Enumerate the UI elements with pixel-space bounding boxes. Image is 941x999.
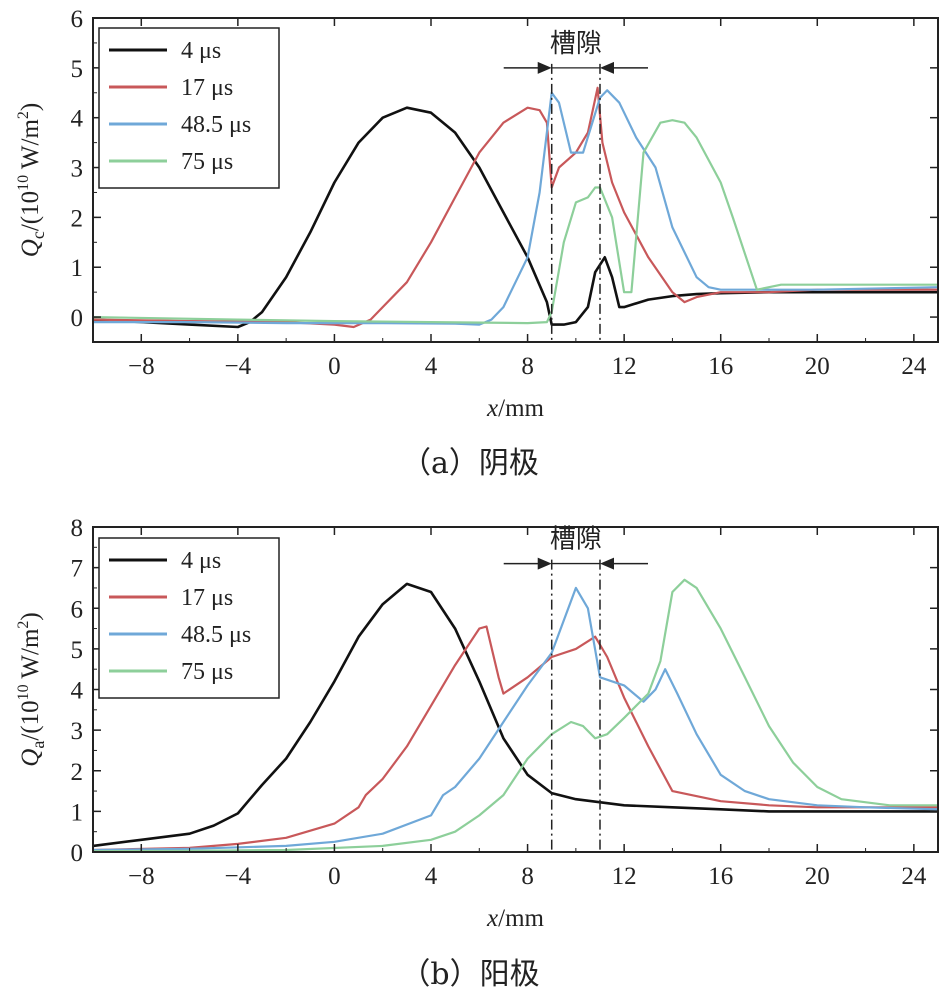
gap-annotation: 槽隙 xyxy=(503,525,648,852)
y-tick-label: 6 xyxy=(71,596,84,623)
legend-label-75us: 75 μs xyxy=(181,659,233,685)
x-tick-label: 4 xyxy=(425,863,438,890)
gap-annotation: 槽隙 xyxy=(503,29,648,342)
legend-label-4us: 4 μs xyxy=(181,38,221,64)
y-tick-label: 7 xyxy=(71,556,84,583)
y-axis-title-q: Q xyxy=(17,239,44,257)
gap-left-arrowhead xyxy=(537,61,552,74)
y-axis-title-sq: 2 xyxy=(15,111,32,119)
x-tick-label: −4 xyxy=(225,863,252,890)
gap-label: 槽隙 xyxy=(550,29,602,59)
y-axis-title-exp: 10 xyxy=(15,175,32,191)
y-axis-title: Qa/(1010 W/m2) xyxy=(15,612,48,766)
y-tick-label: 5 xyxy=(71,56,84,83)
x-tick-label: 0 xyxy=(328,353,341,380)
legend-label-48-5us: 48.5 μs xyxy=(181,622,251,648)
y-axis-title-rest: /(10 xyxy=(17,191,44,231)
series-line-75-us xyxy=(92,119,938,325)
x-axis-title-unit: /mm xyxy=(498,905,544,932)
y-tick-label: 2 xyxy=(71,759,84,786)
series-layer xyxy=(92,86,939,329)
gap-left-arrowhead xyxy=(537,557,552,570)
series-line-48-5-us xyxy=(93,89,939,326)
x-axis-title-var: x xyxy=(486,905,498,932)
y-tick-label: 4 xyxy=(71,106,84,133)
y-tick-label: 1 xyxy=(71,799,84,826)
y-tick-label: 8 xyxy=(71,515,84,542)
panel-caption: （a）阴极 xyxy=(401,446,539,481)
series-line-17-us xyxy=(92,625,938,852)
x-tick-label: 16 xyxy=(708,863,733,890)
series-line-48-5-us xyxy=(92,586,939,852)
x-tick-label: 0 xyxy=(328,863,341,890)
y-axis-title-rest: /(10 xyxy=(17,700,44,740)
series-layer xyxy=(92,578,939,853)
plot-frame xyxy=(92,17,939,343)
y-axis-title-close: ) xyxy=(17,612,44,620)
x-axis-title: x/mm xyxy=(486,905,545,932)
legend-label-48-5us: 48.5 μs xyxy=(181,112,251,138)
y-tick-label: 2 xyxy=(71,205,84,232)
series-line-4-us xyxy=(92,582,938,848)
x-axis-title-var: x xyxy=(486,395,498,422)
y-axis-title-q: Q xyxy=(17,749,44,767)
y-tick-label: 0 xyxy=(71,305,84,332)
legend-label-4us: 4 μs xyxy=(181,548,221,574)
x-tick-label: 8 xyxy=(521,863,534,890)
x-tick-label: 20 xyxy=(805,353,830,380)
y-axis-title-close: ) xyxy=(17,103,44,111)
x-tick-label: 12 xyxy=(612,863,637,890)
x-tick-label: 24 xyxy=(901,863,927,890)
x-axis-title-unit: /mm xyxy=(498,395,544,422)
gap-right-arrowhead xyxy=(600,61,614,74)
panel-caption: （b）阳极 xyxy=(400,957,539,992)
y-axis-title-sq: 2 xyxy=(15,621,32,629)
y-axis-title-unit: W/m xyxy=(17,628,44,684)
gap-right-arrowhead xyxy=(600,557,614,570)
y-axis-title-exp: 10 xyxy=(15,684,32,700)
x-tick-label: −4 xyxy=(225,353,252,380)
legend: 4 μs 17 μs 48.5 μs 75 μs xyxy=(98,537,280,699)
series-line-75-us xyxy=(92,578,938,853)
y-axis-title-unit: W/m xyxy=(17,119,44,175)
x-tick-label: 24 xyxy=(901,353,927,380)
series-line-4-us xyxy=(92,106,938,329)
y-axis-title: Qc/(1010 W/m2) xyxy=(15,103,48,257)
x-tick-label: −8 xyxy=(128,353,155,380)
x-tick-label: 20 xyxy=(805,863,830,890)
legend-label-17us: 17 μs xyxy=(181,75,233,101)
y-tick-label: 6 xyxy=(71,6,84,33)
x-tick-label: 16 xyxy=(708,353,733,380)
y-axis-title-sub: a xyxy=(28,741,48,749)
x-tick-label: 4 xyxy=(425,353,438,380)
y-axis-title-sub: c xyxy=(28,231,48,239)
legend-label-17us: 17 μs xyxy=(181,585,233,611)
x-tick-label: −8 xyxy=(128,863,155,890)
y-tick-label: 3 xyxy=(71,156,84,183)
gap-label: 槽隙 xyxy=(550,525,602,555)
y-tick-label: 3 xyxy=(71,718,84,745)
x-tick-label: 8 xyxy=(521,353,534,380)
y-tick-label: 4 xyxy=(71,678,84,705)
legend-label-75us: 75 μs xyxy=(181,149,233,175)
x-axis-title: x/mm xyxy=(486,395,545,422)
legend: 4 μs 17 μs 48.5 μs 75 μs xyxy=(98,27,280,189)
y-tick-label: 0 xyxy=(71,840,84,867)
y-tick-label: 1 xyxy=(71,255,84,282)
y-tick-label: 5 xyxy=(71,637,84,664)
x-tick-label: 12 xyxy=(612,353,637,380)
